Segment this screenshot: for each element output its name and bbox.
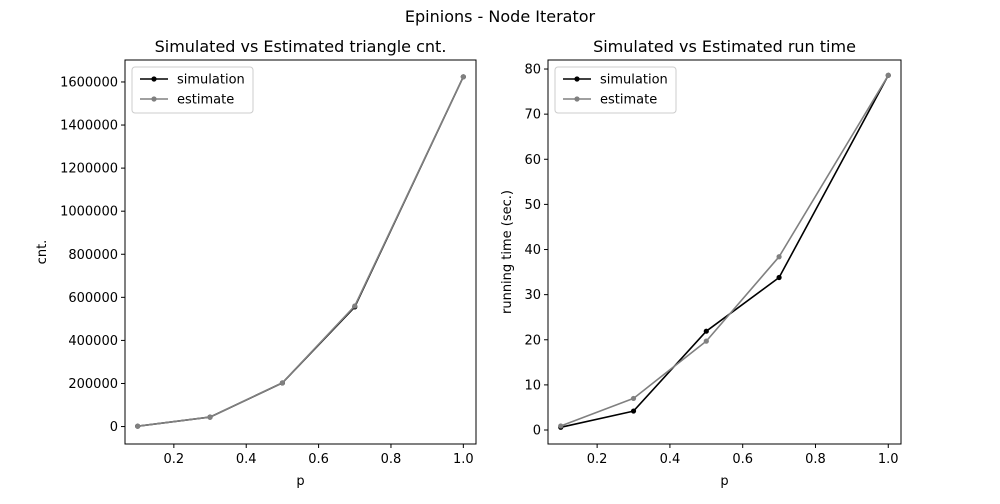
data-point-simulation [630,408,637,414]
x-tick-label: 0.6 [308,452,329,467]
data-point-estimate [558,423,564,429]
y-tick-label: 1200000 [60,162,118,177]
y-tick-label: 30 [524,288,541,303]
data-point-estimate [135,423,141,429]
y-tick-label: 80 [524,63,541,78]
plot-frame [124,59,477,445]
y-tick-label: 70 [524,108,541,123]
series-estimate [558,72,891,429]
series-estimate [135,74,466,429]
data-point-estimate [703,338,709,344]
x-tick-label: 0.4 [236,452,257,467]
legend-label-simulation: simulation [177,73,245,88]
data-point-estimate [279,380,286,386]
y-tick-label: 200000 [68,377,118,392]
x-tick-label: 0.6 [732,452,753,467]
y-tick-label: 60 [524,153,541,168]
chart-title: Simulated vs Estimated run time [593,37,856,56]
x-tick-label: 0.8 [381,452,402,467]
legend-label-estimate: estimate [177,93,234,108]
figure-title: Epinions - Node Iterator [404,7,596,26]
data-point-estimate [776,254,782,260]
x-tick-label: 0.2 [164,452,185,467]
legend: simulation estimate [554,66,677,114]
y-tick-label: 800000 [68,248,118,263]
y-tick-label: 1000000 [60,205,118,220]
x-tick-label: 0.2 [587,452,608,467]
legend-marker-simulation [151,76,157,82]
data-point-simulation [776,274,782,281]
subplot-2: 0.2 0.4 0.6 0.8 1.0 0 10 20 30 40 50 60 70 80 p running… [500,37,902,489]
y-tick-label: 10 [524,378,541,393]
legend-marker-estimate [574,96,580,102]
y-tick-label: 400000 [68,334,118,349]
subplot-1: 0.2 0.4 0.6 0.8 1.0 0 200000 400000 600000 800000… [35,37,477,489]
y-tick-label: 1400000 [60,119,118,134]
data-point-estimate [207,414,213,420]
y-tick-label: 40 [524,243,541,258]
y-tick-label: 1600000 [60,75,118,90]
legend-marker-simulation [574,76,580,82]
legend-label-estimate: estimate [600,93,657,108]
y-axis-label: running time (sec.) [500,190,515,314]
y-tick-label: 50 [524,198,541,213]
legend-label-simulation: simulation [600,73,668,88]
chart-title: Simulated vs Estimated triangle cnt. [155,37,447,56]
data-point-estimate [460,74,466,80]
x-tick-label: 0.4 [660,452,681,467]
x-axis-label: p [296,474,304,489]
y-tick-label: 0 [110,420,118,435]
x-tick-label: 1.0 [878,452,899,467]
y-tick-label: 20 [524,333,541,348]
y-tick-label: 0 [533,424,541,439]
x-tick-label: 0.8 [805,452,826,467]
data-point-simulation [703,328,709,334]
y-tick-label: 600000 [68,291,118,306]
plot-frame [547,59,902,445]
legend: simulation estimate [131,66,254,114]
data-point-estimate [352,303,358,309]
x-axis-label: p [720,474,728,489]
y-axis-label: cnt. [35,240,50,265]
legend-marker-estimate [151,96,157,102]
data-point-estimate [630,395,637,402]
data-point-estimate [885,72,891,78]
x-tick-label: 1.0 [453,452,474,467]
